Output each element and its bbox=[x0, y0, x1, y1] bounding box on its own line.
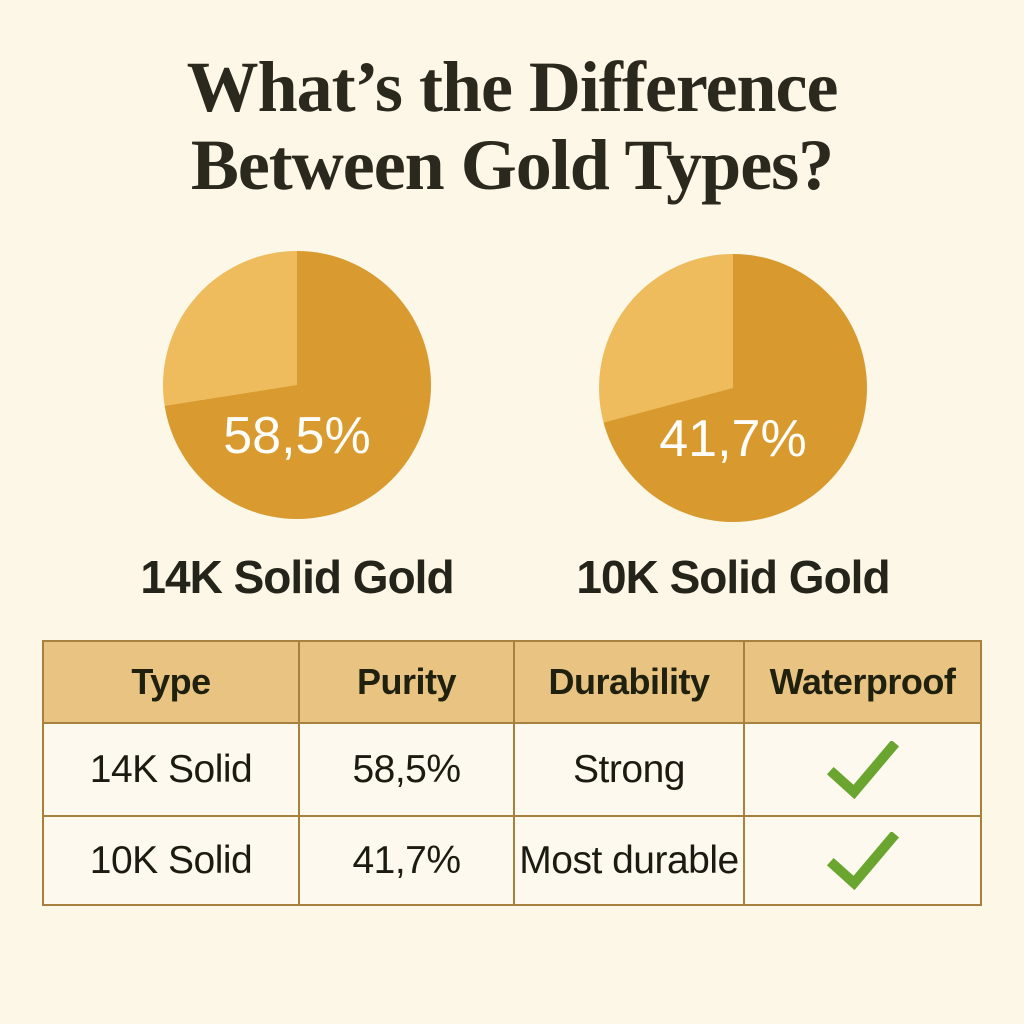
pie-chart-10k-gold: 41,7% bbox=[599, 254, 867, 522]
cell-type-14k: 14K Solid bbox=[42, 722, 300, 817]
column-header-purity: Purity bbox=[298, 640, 515, 724]
comparison-table: Type Purity Durability Waterproof 14K So… bbox=[42, 640, 982, 906]
pie-title-10k: 10K Solid Gold bbox=[576, 551, 890, 603]
table-row: 10K Solid 41,7% Most durable bbox=[42, 815, 982, 906]
table-row: 14K Solid 58,5% Strong bbox=[42, 722, 982, 817]
pie-chart-14k-gold: 58,5% bbox=[163, 251, 431, 519]
checkmark-icon bbox=[826, 831, 899, 890]
table-header-row: Type Purity Durability Waterproof bbox=[42, 640, 982, 724]
pie-title-14k: 14K Solid Gold bbox=[140, 551, 454, 603]
cell-durability-10k: Most durable bbox=[513, 815, 745, 906]
page-title-line-2: Between Gold Types? bbox=[190, 125, 834, 205]
cell-waterproof-10k bbox=[743, 815, 982, 906]
column-header-durability: Durability bbox=[513, 640, 745, 724]
cell-purity-10k: 41,7% bbox=[298, 815, 515, 906]
column-header-waterproof: Waterproof bbox=[743, 640, 982, 724]
cell-durability-14k: Strong bbox=[513, 722, 745, 817]
pie-value-10k: 41,7% bbox=[659, 410, 807, 468]
page-title: What’s the Difference Between Gold Types… bbox=[0, 48, 1024, 204]
checkmark-icon bbox=[826, 740, 899, 799]
cell-waterproof-14k bbox=[743, 722, 982, 817]
cell-type-10k: 10K Solid bbox=[42, 815, 300, 906]
pie-value-14k: 58,5% bbox=[223, 407, 371, 465]
column-header-type: Type bbox=[42, 640, 300, 724]
cell-purity-14k: 58,5% bbox=[298, 722, 515, 817]
page-title-line-1: What’s the Difference bbox=[186, 47, 839, 127]
